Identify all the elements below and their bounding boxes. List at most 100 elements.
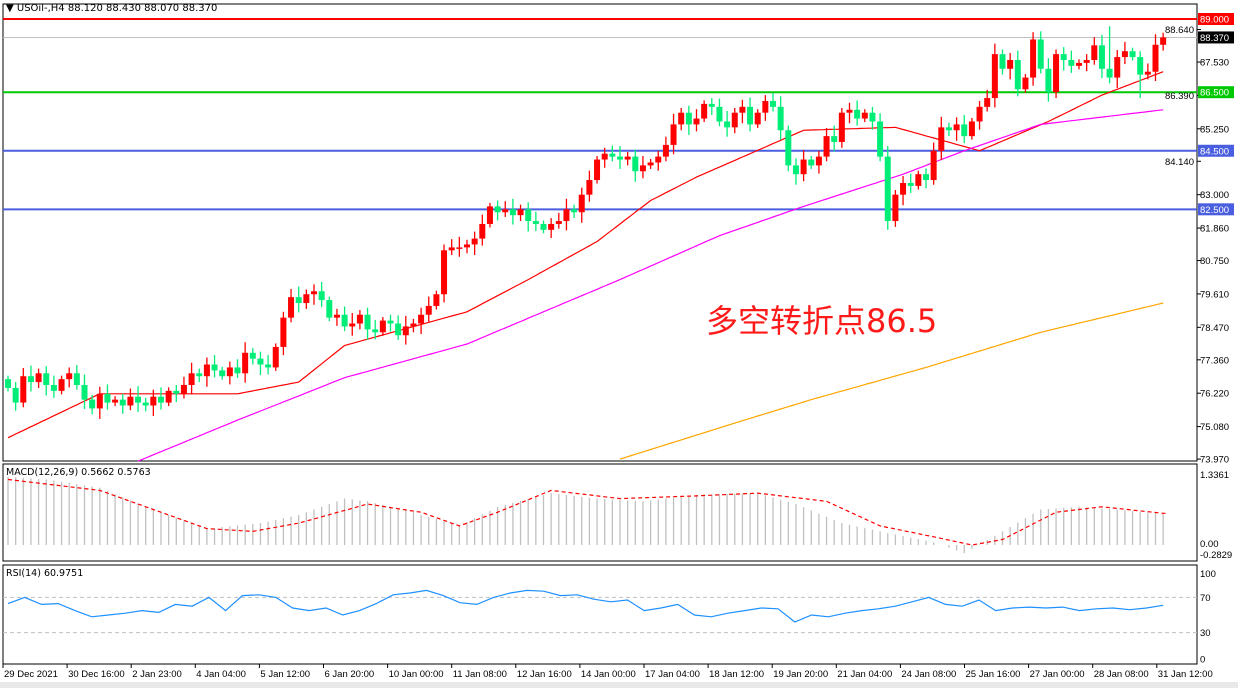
macd-title: MACD(12,26,9) 0.5662 0.5763 <box>6 467 151 478</box>
moving-average-line <box>137 109 1164 462</box>
candle-body <box>1144 71 1151 75</box>
price-tick-label: 78.470 <box>1200 323 1229 334</box>
candle-body <box>647 162 654 166</box>
candle <box>494 200 501 221</box>
candle <box>456 236 463 257</box>
candle-body <box>158 396 164 403</box>
candle <box>1014 50 1021 97</box>
candle <box>349 312 356 336</box>
candle-body <box>770 100 776 107</box>
candle-body <box>226 367 233 377</box>
candle <box>43 366 50 396</box>
candle <box>678 108 685 131</box>
candle-body <box>815 156 822 166</box>
candle <box>639 156 646 179</box>
candle <box>701 100 708 123</box>
candle <box>341 306 348 332</box>
candle <box>142 397 149 412</box>
candle <box>318 281 325 308</box>
date-tick-label: 25 Jan 16:00 <box>966 669 1021 680</box>
date-tick-label: 27 Jan 00:00 <box>1030 669 1085 680</box>
candle <box>441 244 448 303</box>
candle <box>288 288 295 323</box>
candle <box>861 109 868 123</box>
price-tick-label: 77.360 <box>1200 355 1229 366</box>
candle-body <box>349 323 356 327</box>
candle <box>923 168 929 189</box>
date-tick-label: 31 Jan 12:00 <box>1158 669 1213 680</box>
candle-body <box>846 109 853 113</box>
candle-body <box>662 144 669 157</box>
candle-body <box>930 150 937 181</box>
candle-body <box>976 106 983 122</box>
candle <box>594 156 601 184</box>
candle <box>708 98 715 116</box>
candle-body <box>1045 68 1052 93</box>
candle-body <box>356 314 363 324</box>
rsi-tick-label: 0 <box>1200 655 1205 666</box>
candle-body <box>448 247 455 251</box>
date-tick-label: 29 Dec 2021 <box>4 669 58 680</box>
candle <box>50 375 57 398</box>
price-tick-label: 76.220 <box>1200 389 1229 400</box>
macd-signal-line <box>7 478 1167 546</box>
candle <box>173 385 180 402</box>
pane-frame-1 <box>2 463 1198 562</box>
candle <box>226 361 233 385</box>
candle-body <box>173 390 180 394</box>
candle <box>624 151 631 166</box>
candle-body <box>984 98 991 107</box>
candle <box>1129 47 1136 61</box>
candle-body <box>35 373 42 383</box>
candle <box>5 375 11 392</box>
candle-body <box>609 153 616 157</box>
candle-body <box>234 367 241 374</box>
candle-body <box>471 238 478 245</box>
candle <box>402 315 409 345</box>
candle-body <box>739 106 746 113</box>
symbol-label: USOil-,H4 <box>16 3 65 14</box>
candle-body <box>1083 59 1090 63</box>
moving-average-line <box>619 302 1164 460</box>
candle-body <box>1152 44 1159 72</box>
candle <box>295 286 302 313</box>
candle-body <box>578 194 585 213</box>
candle-body <box>104 393 111 403</box>
candle-body <box>456 247 463 249</box>
candle-body <box>433 294 440 306</box>
ohlc-readout: 88.120 88.430 88.070 88.370 <box>67 3 218 14</box>
candle <box>808 156 815 169</box>
candle <box>1030 32 1037 86</box>
candle <box>915 170 922 190</box>
candle-body <box>387 320 394 324</box>
candle <box>770 92 776 112</box>
candle <box>647 158 654 169</box>
date-tick-label: 21 Jan 04:00 <box>837 669 892 680</box>
candle <box>242 342 249 383</box>
candle-body <box>127 396 134 406</box>
candle <box>517 204 524 222</box>
candle <box>1144 63 1151 80</box>
candle <box>617 146 623 169</box>
candle-body <box>961 124 968 137</box>
triangle-down-icon[interactable]: ▼ <box>6 3 14 14</box>
candle <box>272 343 279 371</box>
candle-body <box>295 297 302 304</box>
candle-body <box>50 385 57 391</box>
candle <box>945 122 952 137</box>
candle <box>471 231 478 255</box>
level-price-label: 82.500 <box>1200 205 1229 216</box>
bottom-bar <box>0 682 1238 688</box>
candle-body <box>1114 57 1121 78</box>
price-tick-label: 80.750 <box>1200 256 1229 267</box>
candle-body <box>624 156 631 160</box>
candle-body <box>402 326 409 336</box>
candle-body <box>632 156 639 172</box>
candle-body <box>900 182 907 195</box>
candle <box>984 89 991 112</box>
candle <box>311 284 317 305</box>
candle-body <box>441 250 448 295</box>
candle <box>372 319 379 340</box>
candle-body <box>991 54 998 99</box>
